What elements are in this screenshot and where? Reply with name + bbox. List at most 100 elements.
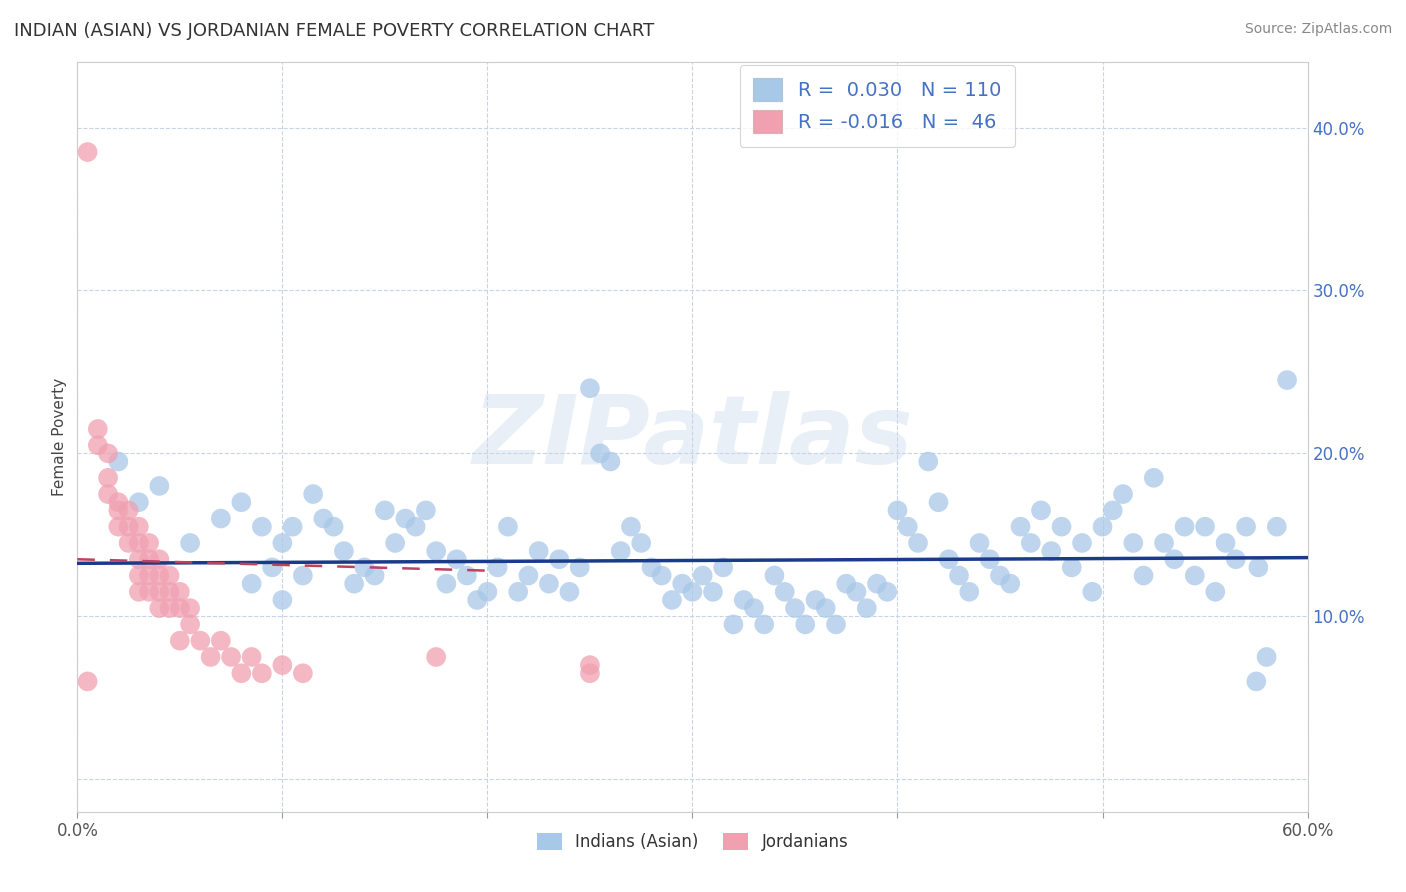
Point [394,511,416,525]
Point [117,519,139,533]
Point [527,544,550,558]
Point [169,584,191,599]
Point [159,601,181,615]
Point [1204,584,1226,599]
Point [456,568,478,582]
Point [733,593,755,607]
Point [651,568,673,582]
Point [312,511,335,525]
Point [138,568,160,582]
Point [620,519,643,533]
Point [969,536,991,550]
Point [496,519,519,533]
Point [179,601,201,615]
Point [1215,536,1237,550]
Point [169,633,191,648]
Point [723,617,745,632]
Point [537,576,560,591]
Point [425,544,447,558]
Point [1247,560,1270,574]
Point [938,552,960,566]
Point [353,560,375,574]
Point [661,593,683,607]
Point [138,552,160,566]
Point [271,536,294,550]
Point [917,454,939,468]
Point [928,495,950,509]
Point [763,568,786,582]
Point [209,511,232,525]
Point [1040,544,1063,558]
Point [1256,650,1278,665]
Point [794,617,817,632]
Point [1101,503,1123,517]
Point [97,446,120,460]
Point [159,568,181,582]
Point [1112,487,1135,501]
Point [117,536,139,550]
Point [128,536,150,550]
Point [148,568,170,582]
Point [754,617,776,632]
Legend: Indians (Asian), Jordanians: Indians (Asian), Jordanians [530,826,855,857]
Y-axis label: Female Poverty: Female Poverty [52,378,67,496]
Point [128,584,150,599]
Point [599,454,621,468]
Point [363,568,385,582]
Point [148,479,170,493]
Point [148,584,170,599]
Point [219,650,242,665]
Point [1019,536,1042,550]
Text: Source: ZipAtlas.com: Source: ZipAtlas.com [1244,22,1392,37]
Point [179,536,201,550]
Point [783,601,806,615]
Point [169,601,191,615]
Point [446,552,468,566]
Point [1071,536,1094,550]
Point [250,519,273,533]
Point [835,576,858,591]
Point [640,560,662,574]
Point [948,568,970,582]
Point [1194,519,1216,533]
Point [97,487,120,501]
Point [97,471,120,485]
Point [702,584,724,599]
Point [188,633,212,648]
Point [1163,552,1185,566]
Point [671,576,693,591]
Point [558,584,581,599]
Point [1153,536,1175,550]
Text: ZIPatlas: ZIPatlas [472,391,912,483]
Point [291,666,314,681]
Point [773,584,796,599]
Point [1060,560,1083,574]
Point [415,503,437,517]
Point [343,576,366,591]
Point [568,560,591,574]
Point [609,544,631,558]
Point [240,576,263,591]
Point [271,593,294,607]
Point [579,658,602,673]
Point [1234,519,1257,533]
Point [804,593,827,607]
Point [231,666,253,681]
Point [425,650,447,665]
Point [333,544,356,558]
Point [107,495,129,509]
Point [107,503,129,517]
Point [128,568,150,582]
Point [179,617,201,632]
Point [271,658,294,673]
Point [1265,519,1288,533]
Point [630,536,652,550]
Point [579,666,602,681]
Point [138,584,160,599]
Point [692,568,714,582]
Point [508,584,530,599]
Point [405,519,427,533]
Point [138,536,160,550]
Point [322,519,344,533]
Point [76,145,98,159]
